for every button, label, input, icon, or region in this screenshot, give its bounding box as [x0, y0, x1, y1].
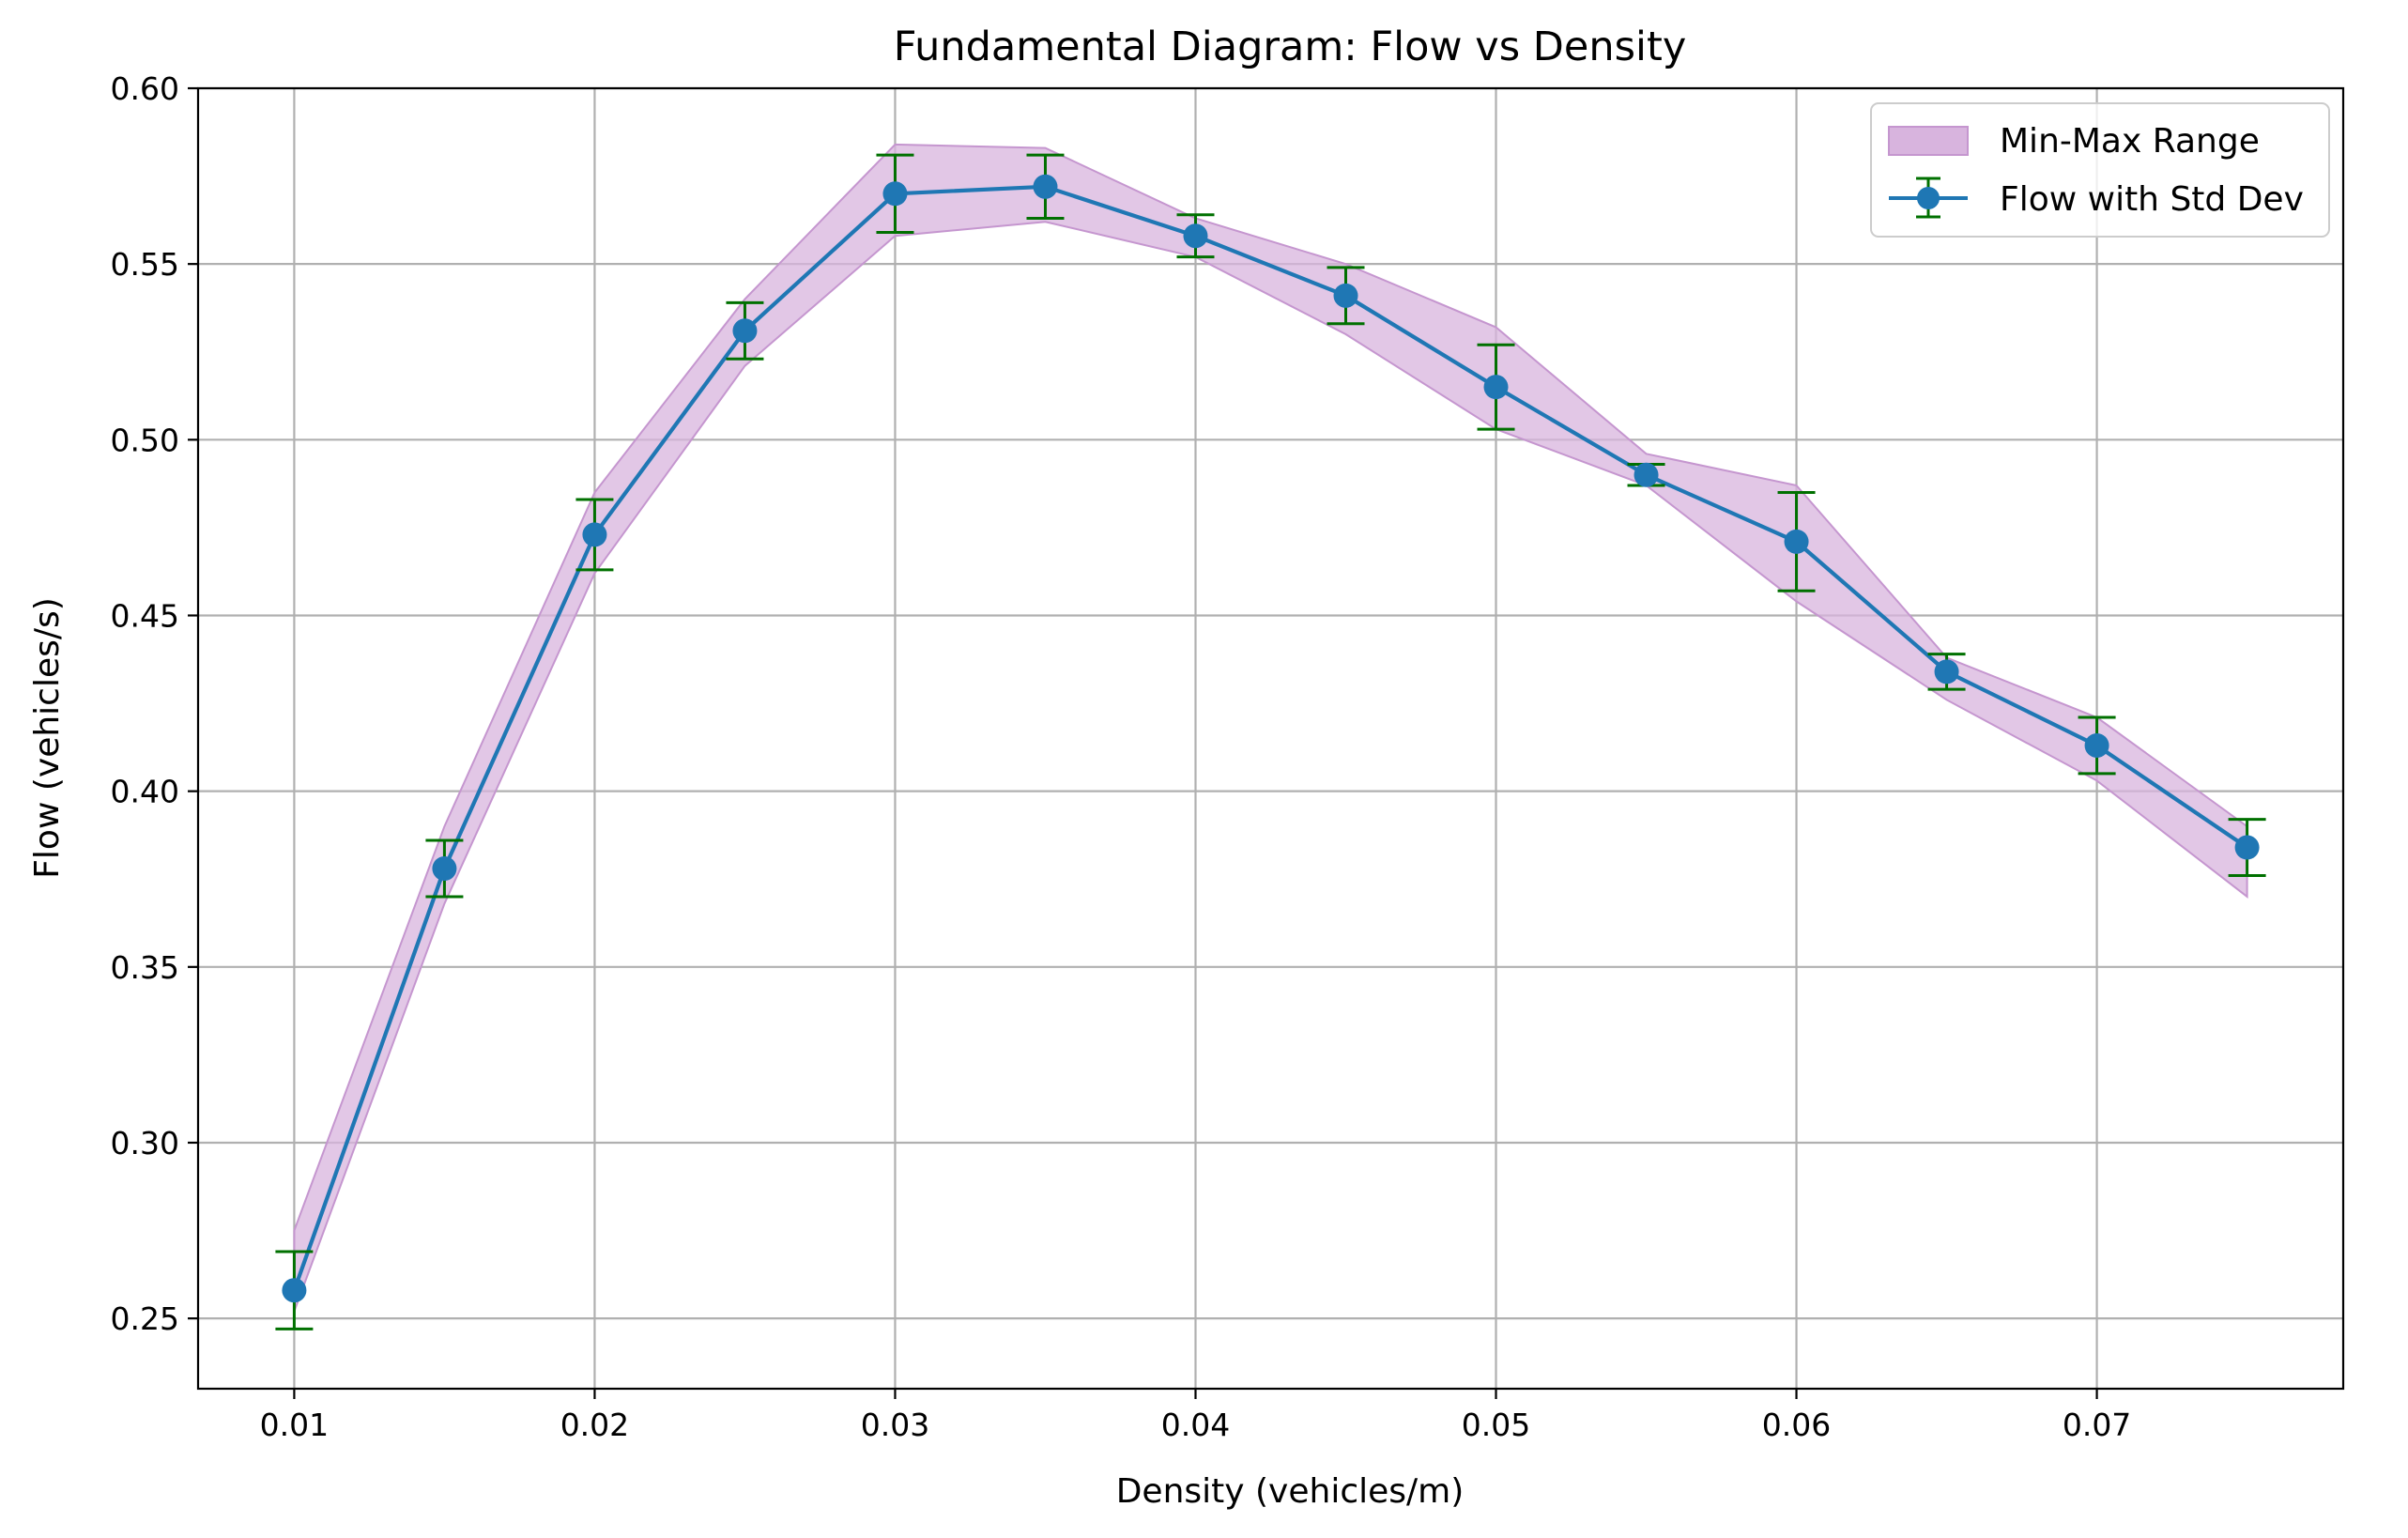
min-max-band-layer — [293, 143, 2248, 1312]
data-point — [432, 856, 457, 881]
legend: Min-Max Range Flow with Std Dev — [1870, 102, 2330, 238]
min-max-band — [293, 143, 2248, 1312]
data-point — [282, 1278, 307, 1303]
x-axis-ticks: 0.01 0.02 0.03 0.04 0.05 0.06 0.07 — [260, 1389, 2131, 1443]
y-tick-label: 0.35 — [111, 949, 179, 986]
x-tick-label: 0.01 — [260, 1407, 329, 1443]
legend-series-label: Flow with Std Dev — [2000, 180, 2304, 219]
data-point — [582, 522, 607, 547]
x-tick-label: 0.06 — [1762, 1407, 1831, 1443]
y-axis-ticks: 0.25 0.30 0.35 0.40 0.45 0.50 0.55 0.60 — [111, 70, 198, 1337]
data-point — [2234, 835, 2260, 860]
y-tick-label: 0.30 — [111, 1125, 179, 1161]
legend-series-swatch — [1889, 177, 1968, 219]
data-markers — [282, 174, 2260, 1303]
legend-band-swatch — [1888, 126, 1969, 156]
data-point — [1333, 283, 1358, 308]
data-point — [1183, 223, 1208, 249]
y-tick-label: 0.45 — [111, 597, 179, 634]
y-tick-label: 0.60 — [111, 70, 179, 107]
flow-line-layer — [292, 184, 2248, 1291]
data-point — [882, 181, 908, 207]
x-tick-label: 0.03 — [861, 1407, 929, 1443]
plot-frame — [196, 86, 2345, 1391]
x-axis-label: Density (vehicles/m) — [1116, 1472, 1465, 1511]
data-point — [1483, 375, 1509, 400]
x-tick-label: 0.02 — [560, 1407, 629, 1443]
data-point — [1784, 529, 1809, 554]
y-axis-label: Flow (vehicles/s) — [28, 597, 67, 879]
y-tick-label: 0.40 — [111, 774, 179, 810]
chart-title: Fundamental Diagram: Flow vs Density — [894, 23, 1687, 70]
y-tick-label: 0.25 — [111, 1300, 179, 1337]
x-tick-label: 0.05 — [1462, 1407, 1530, 1443]
data-point — [2084, 732, 2109, 758]
data-point — [732, 318, 758, 344]
legend-box — [1870, 102, 2330, 238]
flow-series-line — [292, 184, 2248, 1291]
y-tick-label: 0.50 — [111, 422, 179, 458]
x-tick-label: 0.04 — [1161, 1407, 1230, 1443]
x-tick-label: 0.07 — [2063, 1407, 2131, 1443]
legend-series-marker — [1917, 187, 1940, 209]
data-point — [1633, 462, 1659, 487]
data-point — [1033, 174, 1058, 199]
y-tick-label: 0.55 — [111, 246, 179, 283]
legend-band-label: Min-Max Range — [2000, 122, 2260, 161]
data-point — [1934, 659, 1959, 684]
